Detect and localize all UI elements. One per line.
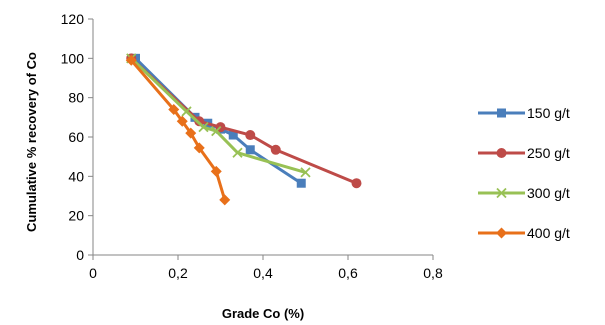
data-point-400-g-t [193,142,205,154]
axes [92,19,433,256]
data-point-250-g-t [245,130,256,141]
data-point-300-g-t [300,167,311,178]
x-tick-label: 0,4 [253,265,273,281]
data-point-300-g-t [198,122,209,133]
tick-marks: 0 20 40 60 80 100 120 0 0,2 0,4 0,6 0,8 [61,11,443,281]
series-250-g-t [126,53,362,189]
data-point-400-g-t [176,115,188,127]
y-tick-label: 80 [68,90,84,106]
legend-label: 300 g/t [527,185,570,201]
legend-label: 150 g/t [527,105,570,121]
x-tick-label: 0 [89,265,97,281]
data-point-300-g-t [181,106,192,117]
legend-marker [496,148,507,158]
data-point-150-g-t [296,178,306,188]
series-150-g-t [131,53,306,188]
legend-item-250-g-t: 250 g/t [478,145,570,161]
data-point-400-g-t [210,165,222,177]
x-tick-label: 0,8 [423,265,443,281]
legend-item-400-g-t: 400 g/t [478,225,570,241]
y-tick-label: 120 [61,11,85,27]
legend-item-150-g-t: 150 g/t [478,105,570,121]
data-point-150-g-t [228,130,238,140]
data-point-300-g-t [232,147,243,158]
series-layer [125,53,362,206]
y-axis-title: Cumulative % recovery of Co [24,52,39,232]
legend-marker [496,227,507,239]
legend-label: 400 g/t [527,225,570,241]
data-point-400-g-t [125,54,137,66]
legend-marker [497,108,506,118]
data-point-150-g-t [245,145,255,155]
series-300-g-t [126,53,311,178]
legend: 150 g/t 250 g/t 300 g/t 400 g/t [478,105,570,241]
legend-label: 250 g/t [527,145,570,161]
data-point-300-g-t [211,125,222,137]
legend-marker [496,187,507,199]
y-tick-label: 0 [76,247,84,263]
series-line-300-g-t [129,56,307,174]
series-line-250-g-t [129,56,358,185]
x-tick-label: 0,2 [168,265,188,281]
data-point-400-g-t [168,103,180,115]
data-point-250-g-t [270,144,281,155]
data-point-250-g-t [351,178,362,189]
x-tick-label: 0,6 [338,265,358,281]
y-tick-label: 60 [68,129,84,145]
series-400-g-t [125,54,231,206]
data-point-400-g-t [185,127,197,139]
y-tick-label: 40 [68,168,84,184]
y-tick-label: 100 [61,50,85,66]
y-tick-label: 20 [68,208,84,224]
x-axis-title: Grade Co (%) [222,306,304,321]
data-point-400-g-t [219,194,231,206]
legend-item-300-g-t: 300 g/t [478,185,570,201]
